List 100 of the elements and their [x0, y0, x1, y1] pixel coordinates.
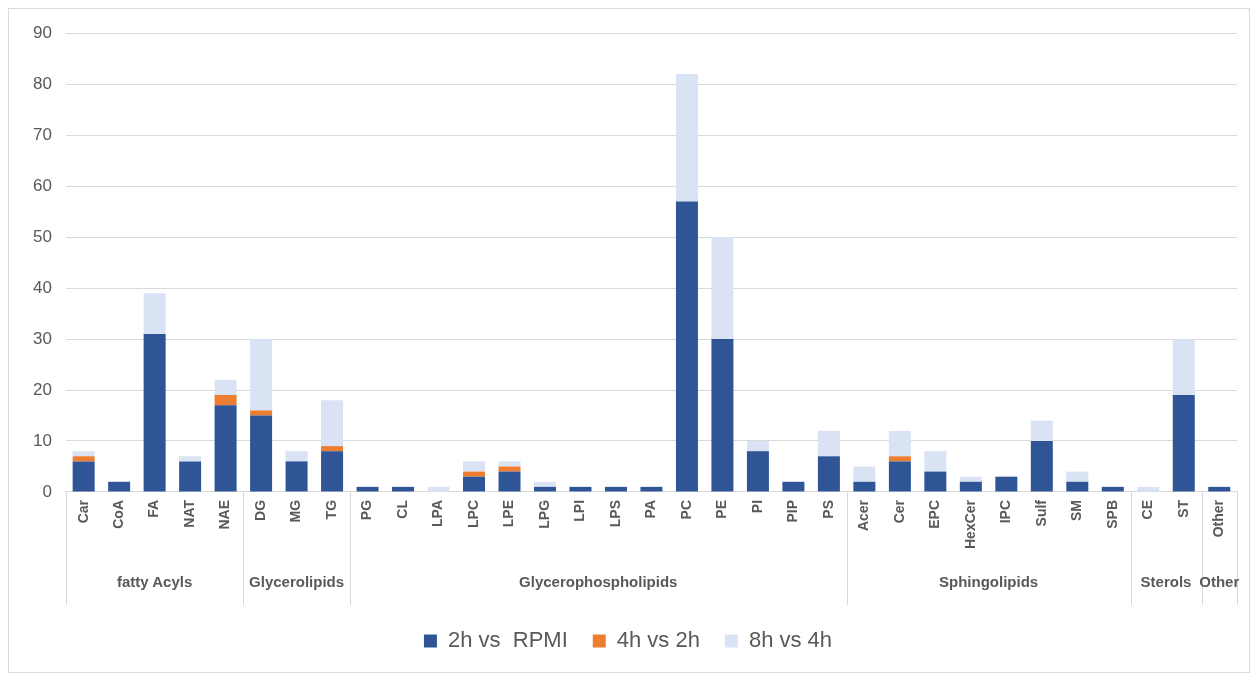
bar [711, 237, 734, 340]
bar [250, 415, 273, 492]
bar [285, 451, 308, 462]
y-tick-label: 90 [32, 22, 52, 42]
bar [1066, 471, 1089, 482]
x-tick-label: NAE [216, 499, 233, 530]
x-tick-label: PS [819, 499, 836, 519]
bar [675, 73, 698, 202]
bar [463, 471, 486, 477]
bar [746, 451, 769, 492]
x-tick-label: PA [642, 499, 659, 519]
bar [1066, 481, 1089, 492]
bar [782, 481, 805, 492]
bar [214, 405, 237, 492]
y-tick-label: 20 [32, 379, 52, 399]
text: Other [1199, 573, 1240, 591]
x-tick-label: CE [1139, 499, 1156, 520]
bar [1030, 441, 1053, 492]
legend-label: 4h vs 2h [616, 627, 700, 653]
x-tick-label: Car [74, 499, 91, 524]
x-tick-label: Other [1210, 499, 1227, 538]
x-tick-label: DG [251, 499, 268, 521]
bar [498, 466, 521, 472]
x-tick-label: PE [713, 499, 730, 519]
bar [498, 471, 521, 492]
y-tick-label: 10 [32, 430, 52, 450]
bar [463, 476, 486, 492]
y-tick-label: 0 [42, 481, 52, 501]
x-tick-label: LPE [500, 499, 517, 528]
bar [959, 481, 982, 492]
x-tick-label: EPC [926, 499, 943, 529]
bar [959, 476, 982, 482]
bar [214, 379, 237, 396]
x-tick-label: LPA [429, 499, 446, 527]
bar [711, 339, 734, 492]
bar [853, 481, 876, 492]
bar [888, 430, 911, 457]
legend-label: 2h vs RPMI [447, 627, 568, 653]
x-tick-label: CoA [110, 499, 126, 529]
bar [924, 451, 947, 472]
y-tick-label: 80 [32, 73, 52, 93]
x-tick-label: Acer [855, 499, 872, 532]
text: Sterols [1140, 573, 1192, 591]
x-tick-label: NAT [180, 499, 197, 528]
bar [321, 451, 344, 492]
x-tick-label: LPS [606, 499, 623, 528]
x-tick-label: Sulf [1032, 499, 1049, 527]
y-tick-label: 40 [32, 277, 52, 297]
bar [533, 481, 556, 487]
legend-label: 8h vs 4h [748, 627, 833, 653]
bar [817, 456, 840, 492]
x-tick-label: FA [145, 499, 162, 518]
bar [498, 461, 521, 467]
x-tick-label: PIP [784, 499, 801, 523]
y-tick-label: 50 [32, 226, 52, 246]
bar [853, 466, 876, 482]
text: fatty Acyls [116, 573, 193, 591]
bar [143, 293, 166, 334]
text: Glycerophospholipids [519, 573, 678, 591]
bar [250, 339, 273, 411]
x-tick-label: LPG [535, 499, 552, 529]
bar [214, 395, 237, 406]
x-tick-label: PI [748, 499, 765, 514]
bar [285, 461, 308, 492]
y-tick-label: 60 [32, 175, 52, 195]
bar [72, 461, 95, 492]
bar [746, 441, 769, 452]
bar [1172, 395, 1195, 492]
bar [250, 410, 273, 416]
x-tick-label: Cer [890, 499, 907, 524]
x-tick-label: PG [358, 499, 375, 521]
text: Glycerolipids [249, 573, 345, 591]
x-tick-label: MG [287, 499, 304, 523]
x-tick-label: PC [677, 499, 694, 520]
x-tick-label: TG [322, 499, 339, 520]
bar [179, 461, 202, 492]
bar [321, 400, 344, 447]
bar [321, 446, 344, 452]
bar [72, 456, 95, 462]
x-tick-label: CL [393, 499, 410, 519]
x-tick-label: HexCer [961, 499, 978, 549]
bar [72, 451, 95, 457]
bar [675, 201, 698, 492]
bar [888, 461, 911, 492]
bar [1172, 339, 1195, 396]
bar [1030, 420, 1053, 441]
bar [179, 456, 202, 462]
bar [924, 471, 947, 492]
x-tick-label: ST [1174, 499, 1191, 518]
bar [463, 461, 486, 472]
y-tick-label: 70 [32, 124, 52, 144]
x-tick-label: IPC [997, 499, 1014, 524]
bar [143, 333, 166, 492]
x-tick-label: LPI [571, 499, 588, 522]
bar [817, 430, 840, 457]
x-tick-label: SPB [1103, 499, 1120, 529]
x-tick-label: SM [1068, 499, 1085, 521]
text: Sphingolipids [939, 573, 1039, 591]
bar [995, 476, 1018, 492]
bar [108, 481, 131, 492]
